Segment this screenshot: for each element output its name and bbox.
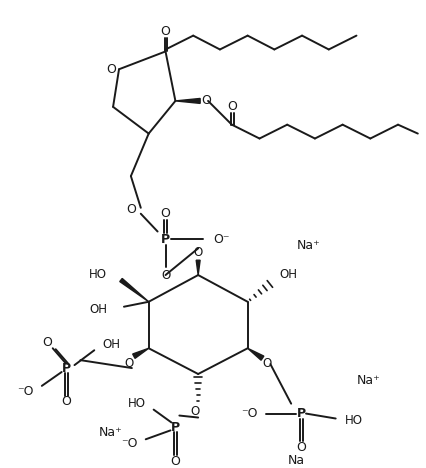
- Text: O: O: [262, 357, 271, 370]
- Polygon shape: [247, 348, 263, 360]
- Text: Na⁺: Na⁺: [356, 374, 379, 388]
- Text: O: O: [161, 269, 170, 282]
- Polygon shape: [132, 348, 148, 358]
- Text: P: P: [161, 233, 170, 246]
- Text: O: O: [193, 246, 202, 259]
- Text: O: O: [201, 95, 210, 108]
- Text: P: P: [62, 362, 71, 374]
- Polygon shape: [119, 278, 148, 302]
- Text: ⁻O: ⁻O: [121, 437, 138, 450]
- Text: O⁻: O⁻: [213, 233, 229, 246]
- Text: ⁻O: ⁻O: [240, 407, 257, 420]
- Text: O: O: [124, 357, 133, 370]
- Polygon shape: [175, 98, 200, 103]
- Text: P: P: [170, 421, 179, 434]
- Text: HO: HO: [127, 397, 145, 410]
- Text: O: O: [170, 454, 180, 468]
- Text: Na⁺: Na⁺: [99, 426, 123, 439]
- Text: O: O: [106, 63, 116, 76]
- Text: O: O: [126, 203, 135, 216]
- Text: P: P: [296, 407, 305, 420]
- Text: Na: Na: [287, 453, 304, 467]
- Text: O: O: [42, 336, 52, 349]
- Text: O: O: [190, 405, 199, 418]
- Text: O: O: [160, 207, 170, 220]
- Polygon shape: [196, 260, 200, 275]
- Text: OH: OH: [102, 338, 120, 351]
- Text: Na⁺: Na⁺: [296, 239, 320, 252]
- Text: HO: HO: [89, 268, 107, 280]
- Text: O: O: [226, 100, 236, 113]
- Text: O: O: [160, 25, 170, 38]
- Text: OH: OH: [89, 303, 107, 316]
- Text: OH: OH: [279, 268, 296, 280]
- Text: ⁻O: ⁻O: [17, 385, 34, 398]
- Text: O: O: [296, 441, 305, 453]
- Text: HO: HO: [344, 414, 362, 427]
- Text: O: O: [61, 395, 71, 408]
